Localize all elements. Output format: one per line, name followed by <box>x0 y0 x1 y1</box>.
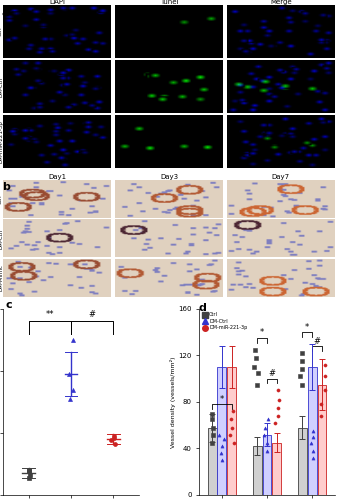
Point <box>256 369 261 377</box>
Title: Tunel: Tunel <box>160 0 178 4</box>
Y-axis label: Vessel density (vessels/mm²): Vessel density (vessels/mm²) <box>169 356 175 448</box>
Point <box>221 435 226 443</box>
Text: c: c <box>5 300 12 310</box>
Point <box>311 433 316 441</box>
Point <box>322 372 328 380</box>
Point <box>228 430 233 438</box>
Text: *: * <box>305 322 309 332</box>
Y-axis label: Ctrl: Ctrl <box>0 26 3 36</box>
Y-axis label: DM-Ctrl: DM-Ctrl <box>0 76 3 96</box>
Y-axis label: Ctrl: Ctrl <box>0 194 3 204</box>
Point <box>276 396 281 404</box>
Bar <box>308 367 317 495</box>
Point <box>300 366 305 374</box>
Bar <box>208 428 217 495</box>
Point <box>210 438 215 446</box>
Point <box>272 419 277 427</box>
Point <box>275 404 280 412</box>
Point <box>310 427 315 435</box>
Point <box>264 447 270 455</box>
Point <box>252 363 257 371</box>
Point <box>232 438 237 446</box>
Point <box>299 380 305 388</box>
Bar <box>272 442 282 495</box>
Point <box>67 395 72 403</box>
Y-axis label: DM-Mimic: DM-Mimic <box>0 264 3 291</box>
Text: *: * <box>260 328 264 338</box>
Point <box>211 430 216 438</box>
Bar <box>298 428 307 495</box>
Point <box>318 412 323 420</box>
Point <box>254 354 259 362</box>
Point <box>27 467 32 475</box>
Point <box>308 438 314 446</box>
Point <box>263 424 268 432</box>
Text: *: * <box>220 394 224 404</box>
Point <box>318 400 323 408</box>
Point <box>217 430 222 438</box>
Point <box>218 449 223 457</box>
Point <box>229 416 234 424</box>
Point <box>322 360 328 368</box>
Title: Day7: Day7 <box>272 174 290 180</box>
Point <box>310 447 316 455</box>
Title: DAPI: DAPI <box>49 0 65 4</box>
Point <box>27 471 32 479</box>
Point <box>231 408 236 416</box>
Point <box>265 416 271 424</box>
Y-axis label: DM-miR-221-3p: DM-miR-221-3p <box>0 120 3 163</box>
Point <box>111 434 117 442</box>
Bar <box>252 446 262 495</box>
Point <box>108 436 114 444</box>
Point <box>112 432 117 440</box>
Point <box>219 456 225 464</box>
Title: Day3: Day3 <box>160 174 178 180</box>
Bar <box>217 367 226 495</box>
Text: **: ** <box>46 310 54 320</box>
Point <box>209 410 214 418</box>
Text: #: # <box>89 310 96 320</box>
Point <box>322 386 327 394</box>
Point <box>275 412 281 420</box>
Point <box>219 442 224 450</box>
Point <box>26 466 32 473</box>
Bar <box>227 367 236 495</box>
Point <box>262 430 267 438</box>
Point <box>299 349 305 357</box>
Point <box>210 424 215 432</box>
Point <box>265 438 270 446</box>
Legend: Ctrl, DM-Ctrl, DM-miR-221-3p: Ctrl, DM-Ctrl, DM-miR-221-3p <box>202 312 248 331</box>
Point <box>67 370 72 378</box>
Point <box>70 386 76 394</box>
Title: Day1: Day1 <box>48 174 66 180</box>
Text: d: d <box>198 303 207 313</box>
Point <box>297 372 302 380</box>
Bar <box>317 384 327 495</box>
Bar <box>263 434 271 495</box>
Point <box>254 380 259 388</box>
Point <box>252 346 258 354</box>
Text: #: # <box>314 336 320 345</box>
Text: a: a <box>2 8 9 18</box>
Point <box>112 440 117 448</box>
Title: Merge: Merge <box>270 0 292 4</box>
Point <box>310 454 315 462</box>
Point <box>275 386 281 394</box>
Text: #: # <box>268 369 275 378</box>
Y-axis label: DM-Ctrl: DM-Ctrl <box>0 228 3 248</box>
Point <box>70 336 76 344</box>
Point <box>26 474 32 482</box>
Point <box>299 358 305 366</box>
Point <box>230 424 235 432</box>
Text: b: b <box>2 182 9 192</box>
Point <box>210 416 215 424</box>
